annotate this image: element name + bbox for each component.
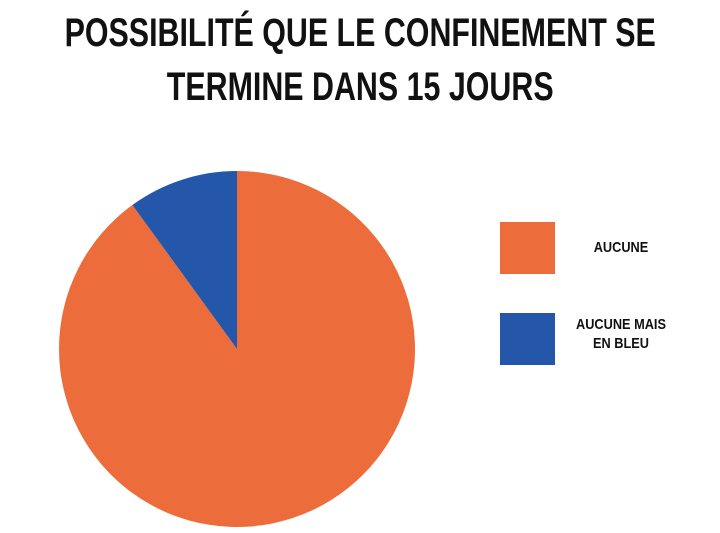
legend-swatch (500, 222, 555, 274)
legend-label: AUCUNE MAIS EN BLEU (576, 316, 666, 352)
legend-label: AUCUNE (593, 239, 649, 256)
pie-slice (58, 171, 415, 527)
pie-slice (132, 171, 237, 349)
chart-title: POSSIBILITÉ QUE LE CONFINEMENT SE TERMIN… (64, 11, 656, 109)
legend-swatch (500, 313, 555, 365)
